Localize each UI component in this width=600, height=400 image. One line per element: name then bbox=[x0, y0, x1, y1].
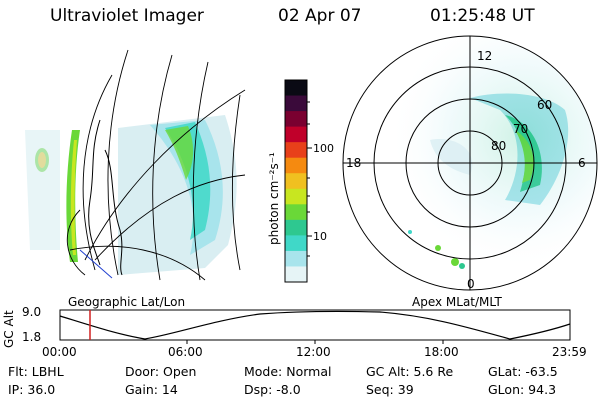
polar-grid bbox=[342, 35, 598, 291]
emission-region-peak bbox=[165, 126, 194, 180]
status-glon: GLon: 94.3 bbox=[488, 382, 557, 397]
mlat-label-70: 70 bbox=[513, 122, 528, 136]
colorbar-segment bbox=[285, 95, 307, 112]
colorbar-segment bbox=[285, 235, 307, 252]
colorbar-segment bbox=[285, 219, 307, 236]
orbit-y-tick-min: 1.8 bbox=[22, 330, 42, 344]
mlt-label-0: 0 bbox=[467, 277, 475, 291]
orbit-plot-frame bbox=[59, 309, 571, 341]
colorbar-tick-100: 100 bbox=[313, 142, 334, 155]
mlat-label-80: 80 bbox=[491, 139, 506, 153]
colorbar-segment bbox=[285, 126, 307, 143]
image-time: 01:25:48 UT bbox=[430, 6, 535, 26]
status-seq: Seq: 39 bbox=[366, 382, 414, 397]
instrument-title: Ultraviolet Imager bbox=[50, 6, 204, 26]
status-gain: Gain: 14 bbox=[125, 382, 178, 397]
status-filter: Flt: LBHL bbox=[8, 364, 64, 379]
status-ip: IP: 36.0 bbox=[8, 382, 56, 397]
status-mode: Mode: Normal bbox=[244, 364, 332, 379]
colorbar-segment bbox=[285, 142, 307, 159]
colorbar-segment bbox=[285, 204, 307, 221]
status-glat: GLat: -63.5 bbox=[488, 364, 558, 379]
colorbar bbox=[285, 80, 307, 283]
geographic-image bbox=[25, 49, 246, 281]
status-dsp: Dsp: -8.0 bbox=[244, 382, 301, 397]
emission-region-left bbox=[25, 130, 60, 250]
colorbar-segment bbox=[285, 250, 307, 267]
mlt-label-6: 6 bbox=[578, 156, 586, 170]
colorbar-segment bbox=[285, 173, 307, 190]
colorbar-segment bbox=[285, 80, 307, 97]
coastline bbox=[88, 119, 123, 276]
colorbar-ticks bbox=[307, 101, 312, 257]
colorbar-tick-10: 10 bbox=[313, 230, 327, 243]
colorbar-segment bbox=[285, 188, 307, 205]
geo-panel-caption: Geographic Lat/Lon bbox=[68, 295, 186, 309]
geo-grid bbox=[66, 49, 246, 281]
orbit-x-ticks bbox=[186, 340, 444, 344]
status-gc-alt: GC Alt: 5.6 Re bbox=[366, 364, 454, 379]
image-date: 02 Apr 07 bbox=[278, 6, 362, 26]
orbit-x-tick-0600: 06:00 bbox=[168, 345, 203, 359]
polar-panel-caption: Apex MLat/MLT bbox=[412, 295, 502, 309]
altitude-curve bbox=[59, 310, 571, 340]
colorbar-segment bbox=[285, 266, 307, 283]
mlt-label-12: 12 bbox=[477, 49, 492, 63]
orbit-ylabel: GC Alt bbox=[2, 310, 16, 348]
colorbar-frame bbox=[284, 79, 308, 283]
status-door: Door: Open bbox=[125, 364, 197, 379]
orbit-y-tick-max: 9.0 bbox=[22, 305, 42, 319]
mlat-label-60: 60 bbox=[537, 98, 552, 112]
emission-region-band bbox=[165, 122, 211, 240]
mlt-label-18: 18 bbox=[346, 156, 361, 170]
orbit-x-tick-0000: 00:00 bbox=[42, 345, 77, 359]
orbit-x-tick-2359: 23:59 bbox=[552, 345, 587, 359]
polar-image bbox=[342, 35, 598, 291]
colorbar-segment bbox=[285, 157, 307, 174]
colorbar-unit-label: photon cm⁻²s⁻¹ bbox=[267, 152, 281, 245]
terminator-line bbox=[79, 249, 113, 279]
auroral-arc-core bbox=[70, 140, 77, 255]
orbit-x-tick-1800: 18:00 bbox=[424, 345, 459, 359]
colorbar-segment bbox=[285, 111, 307, 128]
orbit-x-tick-1200: 12:00 bbox=[296, 345, 331, 359]
